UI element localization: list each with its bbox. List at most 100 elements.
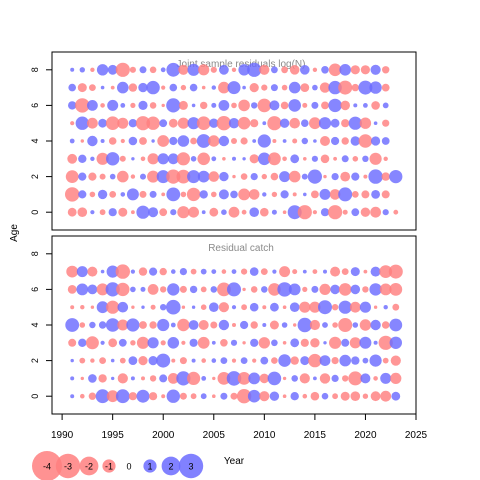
bubble (66, 265, 79, 278)
bubble (348, 116, 362, 130)
bubble (100, 269, 105, 274)
bubble (301, 119, 309, 127)
bubble (157, 153, 169, 165)
bubble (340, 100, 351, 111)
bubble (176, 169, 191, 184)
bubble (363, 269, 368, 274)
bubble (130, 340, 136, 346)
bubble (159, 267, 167, 276)
bubble (89, 191, 96, 198)
bubble (250, 286, 258, 293)
bubble (130, 376, 135, 381)
bubble (388, 264, 403, 279)
bubble (370, 64, 381, 75)
bubble (290, 356, 299, 365)
bubble (179, 357, 187, 365)
bubble (139, 321, 147, 329)
bubble (190, 156, 197, 162)
bubble (80, 393, 85, 399)
bubble (350, 284, 361, 295)
bubble (381, 172, 390, 181)
bubble (271, 66, 278, 74)
bubble (79, 357, 86, 364)
bubble (282, 394, 287, 399)
bubble (89, 84, 96, 91)
bubble (338, 187, 353, 202)
bubble (238, 188, 251, 201)
bubble (218, 302, 229, 313)
bubble (362, 357, 369, 364)
bubble (301, 173, 308, 180)
legend-label: -4 (43, 462, 51, 472)
x-axis-label-year: Year (224, 456, 245, 467)
bubble (191, 103, 196, 108)
bubble (240, 320, 249, 330)
bubble (110, 358, 115, 363)
bubble (211, 358, 217, 363)
bubble (380, 372, 392, 384)
bubble (369, 283, 382, 296)
y-tick-label: 4 (30, 322, 40, 327)
bubble (149, 66, 157, 74)
bubble (360, 373, 371, 384)
bubble (312, 210, 317, 215)
bubble (329, 336, 342, 349)
bubble (232, 156, 236, 161)
bubble (361, 190, 370, 199)
bubble (261, 173, 267, 180)
bubble (299, 301, 311, 313)
bubble (241, 304, 248, 311)
bubble (287, 205, 302, 220)
bubble (219, 171, 229, 182)
bubble (87, 135, 98, 147)
bubble (141, 376, 145, 381)
bubble (338, 300, 352, 314)
bubble (65, 187, 80, 202)
x-tick-label: 1990 (51, 430, 74, 441)
bubble (68, 338, 77, 347)
bubble (220, 392, 228, 400)
bubble (131, 305, 135, 309)
bubble (131, 157, 135, 161)
legend-bubble (143, 459, 157, 473)
bubble (149, 102, 157, 109)
bubble (373, 340, 378, 345)
bubble (240, 357, 248, 364)
bubble (188, 206, 200, 218)
bubble (328, 98, 342, 113)
bubble (211, 156, 217, 162)
bubble (321, 66, 329, 74)
bubble (252, 358, 257, 363)
bubble (257, 98, 272, 113)
y-axis-bottom: 0 2 4 6 8 (30, 251, 52, 399)
bubble (260, 268, 268, 275)
bubble (189, 285, 198, 294)
bubble (211, 191, 217, 198)
bubble (170, 209, 177, 216)
bubble (349, 301, 361, 313)
bubble (232, 323, 236, 327)
y-axis-label-age: Age (9, 224, 20, 242)
bubble (311, 285, 319, 293)
bubble (351, 191, 359, 198)
bubble (118, 207, 128, 217)
bubble (117, 81, 129, 94)
bubble (362, 286, 369, 293)
bubble (117, 117, 129, 129)
bubble (159, 208, 168, 217)
bubble (209, 302, 219, 313)
bubble (218, 81, 230, 94)
bubble (228, 118, 240, 129)
bubble (288, 283, 301, 296)
x-tick-label: 2020 (354, 430, 377, 441)
bubble (300, 338, 309, 347)
bubble (100, 340, 105, 345)
bubble (95, 389, 110, 404)
bubble (373, 121, 378, 125)
bubble (303, 192, 307, 197)
bubble (80, 376, 85, 381)
bubble (279, 171, 291, 183)
bubble (216, 116, 232, 131)
bubble (288, 170, 301, 183)
bubble (70, 394, 75, 399)
